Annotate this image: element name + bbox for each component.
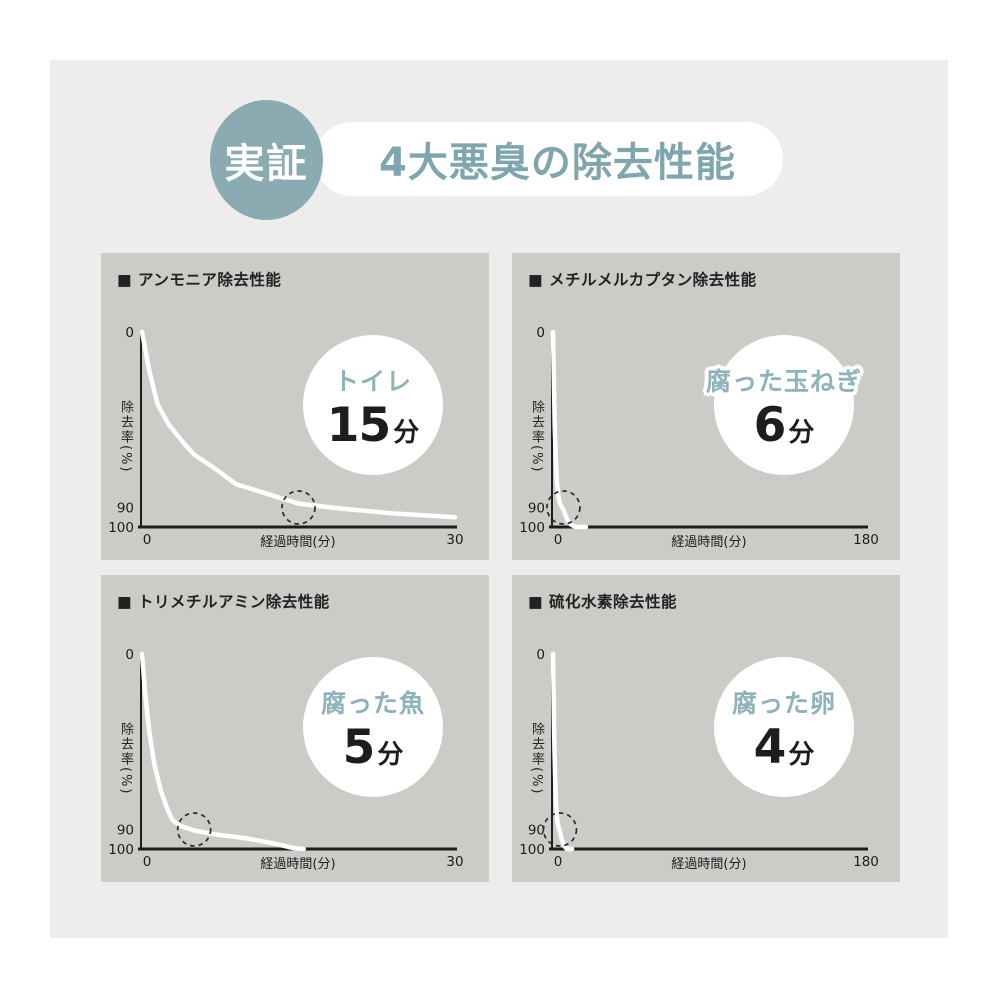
x-tick-label: 0 [554,532,563,548]
y-axis-label: 除去率(%) [118,400,133,474]
removal-curve [550,329,589,530]
x-axis-label: 経過時間(分) [260,857,335,872]
infographic-canvas: 4大悪臭の除去性能 実証 ■ アンモニア除去性能除去率(%) 0 90 100 0 30 経… [50,60,948,938]
marked-point-circle [542,812,578,847]
x-tick-label: 0 [143,854,152,870]
odor-badge-value: 15 分 [327,402,419,449]
chart-panel-1: ■ メチルメルカプタン除去性能除去率(%) 0 90 100 0 180 経過時間(分) 腐っ… [512,253,900,560]
x-axis-label: 経過時間(分) [260,535,335,550]
line-chart: 0 90 100 0 30 経過時間(分) [108,647,463,872]
chart-title: ■ トリメチルアミン除去性能 [117,593,330,611]
proof-badge-label: 実証 [224,141,309,187]
x-tick-label: 30 [446,532,463,548]
y-axis-label: 除去率(%) [118,722,133,796]
chart-title: ■ メチルメルカプタン除去性能 [528,271,757,289]
odor-badge: 腐った玉ねぎ 6 分 [706,335,861,475]
odor-badge: 腐った魚 5 分 [303,657,443,797]
y-axis-label: 除去率(%) [529,722,544,796]
y-tick-label: 100 [108,520,134,536]
x-tick-label: 180 [853,532,879,548]
odor-badge-label: 腐った魚 [320,688,425,718]
x-axis-label: 経過時間(分) [671,535,746,550]
y-tick-label: 90 [528,501,545,517]
y-tick-label: 90 [117,501,134,517]
chart-title: ■ 硫化水素除去性能 [528,593,678,611]
line-chart: 0 90 100 0 180 経過時間(分) [519,325,879,550]
odor-badge-unit: 分 [788,417,815,448]
marked-point-circle [176,812,212,847]
odor-badge-minutes: 4 [753,719,787,775]
x-tick-label: 0 [143,532,152,548]
y-tick-label: 0 [125,325,134,341]
odor-badge-minutes: 5 [342,719,376,775]
removal-curve [139,329,458,520]
y-tick-label: 100 [108,842,134,858]
y-tick-label: 100 [519,842,545,858]
odor-badge-minutes: 6 [753,397,787,453]
odor-badge: トイレ 15 分 [303,335,443,475]
odor-badge-label: 腐った卵 [731,688,836,718]
chart-title: ■ アンモニア除去性能 [117,271,282,289]
x-axis-label: 経過時間(分) [671,857,746,872]
title-pill: 4大悪臭の除去性能 [315,122,783,196]
removal-curve [139,651,306,852]
y-tick-label: 0 [536,325,545,341]
odor-badge-unit: 分 [377,739,404,770]
chart-panel-3: ■ 硫化水素除去性能 除去率(%) 0 90 100 0 180 経過時間(分) 腐った卵 4 分 [512,575,900,882]
y-tick-label: 0 [536,647,545,663]
odor-badge-label: トイレ [333,366,412,396]
odor-badge: 腐った卵 4 分 [714,657,854,797]
x-tick-label: 30 [446,854,463,870]
header: 4大悪臭の除去性能 実証 [50,60,948,250]
odor-badge-label: 腐った玉ねぎ [706,366,863,396]
chart-panel-0: ■ アンモニア除去性能 除去率(%) 0 90 100 0 30 経過時間(分) トイレ 15 分 [101,253,489,560]
y-tick-label: 90 [117,823,134,839]
marked-point-circle [281,490,316,525]
removal-curve [550,651,575,852]
page-title: 4大悪臭の除去性能 [379,140,736,186]
proof-badge-circle: 実証 [210,100,323,220]
x-tick-label: 0 [554,854,563,870]
chart-panel-2: ■ トリメチルアミン除去性能除去率(%) 0 90 100 0 30 経過時間(分) 腐った魚… [101,575,489,882]
x-tick-label: 180 [853,854,879,870]
line-chart: 0 90 100 0 180 経過時間(分) [519,647,879,872]
odor-badge-unit: 分 [788,739,815,770]
y-tick-label: 100 [519,520,545,536]
y-tick-label: 0 [125,647,134,663]
marked-point-circle [546,490,581,525]
line-chart: 0 90 100 0 30 経過時間(分) [108,325,463,550]
y-axis-label: 除去率(%) [529,400,544,474]
y-tick-label: 90 [528,823,545,839]
odor-badge-minutes: 15 [326,397,391,453]
odor-badge-unit: 分 [393,417,420,448]
